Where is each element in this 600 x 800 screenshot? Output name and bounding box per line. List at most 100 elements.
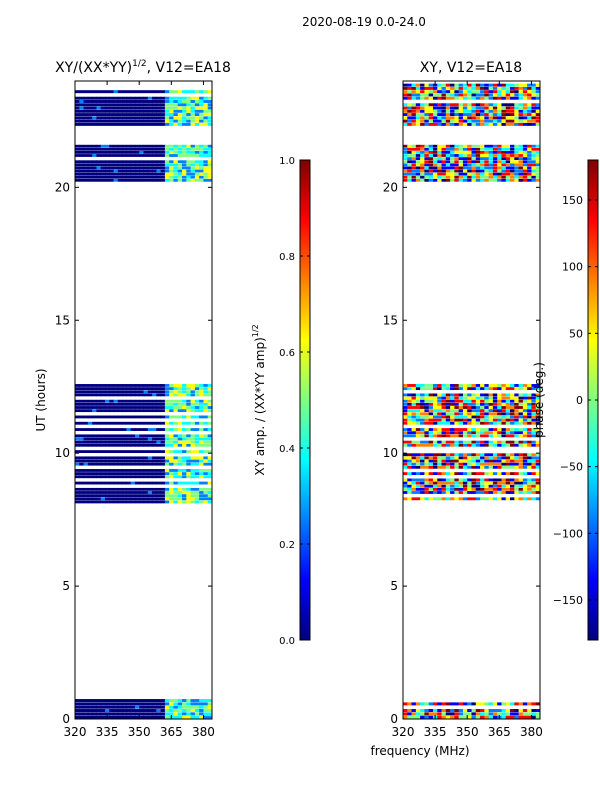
heatmap-cell xyxy=(505,459,511,463)
heatmap-cell xyxy=(190,103,196,107)
heatmap-cell xyxy=(182,106,187,110)
heatmap-cell xyxy=(514,418,519,422)
heatmap-cell xyxy=(199,456,204,460)
heatmap-cell xyxy=(113,390,119,394)
heatmap-cell xyxy=(134,481,140,485)
heatmap-cell xyxy=(441,415,447,419)
heatmap-cell xyxy=(156,500,162,504)
heatmap-cell xyxy=(169,109,174,113)
heatmap-cell xyxy=(445,456,451,460)
heatmap-cell xyxy=(424,147,430,151)
heatmap-cell xyxy=(169,421,174,425)
heatmap-cell xyxy=(134,712,140,716)
heatmap-cell xyxy=(432,440,438,444)
heatmap-cell xyxy=(109,393,114,397)
heatmap-cell xyxy=(454,393,460,397)
heatmap-cell xyxy=(522,384,528,387)
heatmap-cell xyxy=(505,151,511,154)
heatmap-cell xyxy=(407,163,412,167)
heatmap-cell xyxy=(164,459,170,463)
heatmap-cell xyxy=(428,157,434,160)
heatmap-cell xyxy=(190,90,196,94)
heatmap-cell xyxy=(471,384,477,387)
heatmap-cell xyxy=(199,462,204,466)
heatmap-cell xyxy=(445,440,451,444)
heatmap-cell xyxy=(190,113,196,117)
heatmap-cell xyxy=(484,90,490,94)
heatmap-cell xyxy=(462,428,468,431)
heatmap-cell xyxy=(403,109,408,113)
heatmap-cell xyxy=(126,494,132,498)
heatmap-cell xyxy=(462,412,468,416)
heatmap-cell xyxy=(432,119,438,123)
heatmap-cell xyxy=(173,387,179,391)
heatmap-cell xyxy=(484,456,490,460)
heatmap-cell xyxy=(518,421,524,425)
heatmap-cell xyxy=(497,453,502,457)
heatmap-cell xyxy=(411,497,417,501)
heatmap-cell xyxy=(130,154,136,157)
heatmap-cell xyxy=(432,175,438,179)
heatmap-cell xyxy=(134,169,140,173)
heatmap-cell xyxy=(104,166,110,170)
heatmap-cell xyxy=(484,465,490,469)
heatmap-cell xyxy=(83,421,89,425)
heatmap-cell xyxy=(497,151,502,154)
heatmap-cell xyxy=(203,712,209,716)
heatmap-cell xyxy=(96,443,102,447)
heatmap-cell xyxy=(497,440,502,444)
heatmap-cell xyxy=(535,412,540,416)
heatmap-cell xyxy=(407,472,412,476)
heatmap-cell xyxy=(497,702,502,706)
heatmap-cell xyxy=(428,412,434,416)
heatmap-cell xyxy=(152,147,157,151)
heatmap-cell xyxy=(428,147,434,151)
heatmap-cell xyxy=(203,109,209,113)
heatmap-cell xyxy=(109,712,114,716)
heatmap-cell xyxy=(403,478,408,482)
heatmap-cell xyxy=(450,409,455,413)
heatmap-cell xyxy=(109,406,114,409)
heatmap-cell xyxy=(467,93,472,97)
heatmap-cell xyxy=(403,491,408,494)
heatmap-cell xyxy=(428,160,434,164)
heatmap-cell xyxy=(92,500,97,504)
heatmap-cell xyxy=(194,497,200,501)
heatmap-cell xyxy=(152,384,157,387)
heatmap-cell xyxy=(454,421,460,425)
heatmap-cell xyxy=(510,487,515,491)
heatmap-cell xyxy=(109,169,114,173)
heatmap-cell xyxy=(186,166,191,170)
heatmap-cell xyxy=(462,491,468,494)
heatmap-cell xyxy=(122,437,127,441)
heatmap-cell xyxy=(518,396,524,400)
heatmap-cell xyxy=(522,86,528,90)
heatmap-cell xyxy=(126,443,132,447)
heatmap-cell xyxy=(484,83,490,87)
heatmap-cell xyxy=(126,90,132,94)
heatmap-cell xyxy=(467,421,472,425)
heatmap-cell xyxy=(505,484,511,488)
heatmap-cell xyxy=(186,456,191,460)
heatmap-cell xyxy=(450,443,455,447)
heatmap-cell xyxy=(467,702,472,706)
heatmap-cell xyxy=(527,169,532,173)
heatmap-cell xyxy=(488,175,494,179)
heatmap-cell xyxy=(467,154,472,157)
heatmap-cell xyxy=(177,384,183,387)
heatmap-cell xyxy=(471,472,477,476)
heatmap-cell xyxy=(527,428,532,431)
heatmap-cell xyxy=(432,491,438,494)
heatmap-cell xyxy=(182,393,187,397)
heatmap-cell xyxy=(79,175,84,179)
heatmap-cell xyxy=(139,172,144,176)
heatmap-cell xyxy=(96,415,102,419)
heatmap-cell xyxy=(147,500,153,504)
heatmap-cell xyxy=(83,702,89,706)
heatmap-cell xyxy=(182,715,187,719)
heatmap-cell xyxy=(403,83,408,87)
heatmap-cell xyxy=(182,175,187,179)
heatmap-cell xyxy=(122,469,127,472)
heatmap-cell xyxy=(143,154,149,157)
heatmap-cell xyxy=(415,175,421,179)
